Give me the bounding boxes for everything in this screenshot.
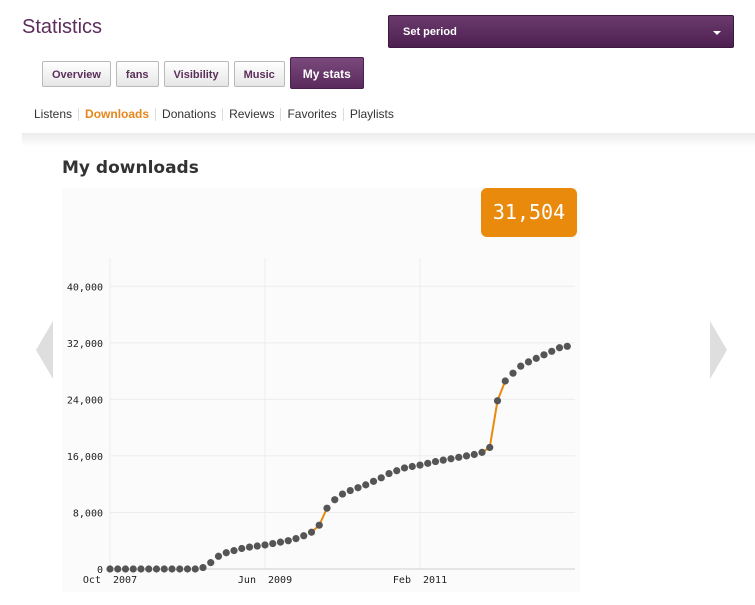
- total-downloads-badge: 31,504: [481, 188, 577, 237]
- caret-down-icon: [713, 31, 721, 35]
- subnav-divider: [155, 107, 157, 121]
- subnav-reviews[interactable]: Reviews: [229, 107, 275, 121]
- subnav-downloads[interactable]: Downloads: [85, 107, 150, 121]
- subnav-listens[interactable]: Listens: [34, 107, 73, 121]
- subnav-donations[interactable]: Donations: [162, 107, 217, 121]
- subnav-divider: [342, 107, 344, 121]
- set-period-dropdown[interactable]: Set period: [388, 15, 734, 48]
- subnav-divider: [222, 107, 224, 121]
- chevron-right-icon[interactable]: [710, 321, 727, 379]
- tab-overview[interactable]: Overview: [42, 61, 111, 87]
- stats-tabs: Overview fans Visibility Music My stats: [42, 57, 364, 89]
- chevron-left-icon[interactable]: [36, 321, 53, 379]
- section-title: My downloads: [62, 158, 199, 178]
- subnav-favorites[interactable]: Favorites: [287, 107, 337, 121]
- tab-music[interactable]: Music: [233, 61, 285, 87]
- set-period-label: Set period: [403, 26, 457, 38]
- page-title: Statistics: [22, 16, 103, 38]
- subnav-playlists[interactable]: Playlists: [349, 107, 394, 121]
- tab-my-stats[interactable]: My stats: [289, 57, 364, 89]
- content-header-band: [22, 133, 755, 147]
- chart-panel: [62, 188, 580, 592]
- subnav-divider: [280, 107, 282, 121]
- tab-fans[interactable]: fans: [115, 61, 159, 87]
- tab-visibility[interactable]: Visibility: [163, 61, 229, 87]
- subnav-divider: [78, 107, 80, 121]
- stats-subnav: Listens Downloads Donations Reviews Favo…: [34, 107, 400, 121]
